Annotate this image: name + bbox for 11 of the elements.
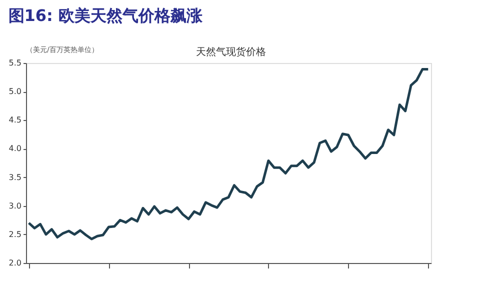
- y-tick-label: 3.5: [8, 172, 22, 182]
- y-tick-label: 2.5: [8, 230, 22, 239]
- line-series: [28, 68, 430, 240]
- y-tick-label: 2.0: [8, 258, 22, 268]
- chart-title: 图16: 欧美天然气价格飙涨: [8, 6, 204, 25]
- y-tick-label: 4.0: [8, 144, 22, 154]
- chart-subtitle: 天然气现货价格: [196, 46, 266, 58]
- y-tick-label: 5.0: [8, 87, 22, 96]
- y-tick-label: 5.5: [8, 58, 22, 68]
- y-tick-label: 3.0: [8, 201, 22, 210]
- y-tick-label: 4.5: [8, 116, 22, 125]
